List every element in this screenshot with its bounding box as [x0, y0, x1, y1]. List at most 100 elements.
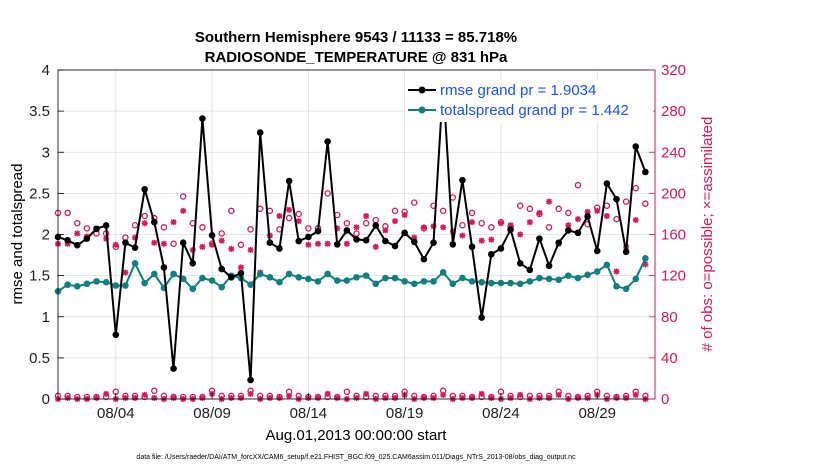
y-ticks-right: 0 40 80 120 160 200 240 280 320 — [649, 62, 686, 408]
obs-assimilated-lower-point — [93, 394, 100, 401]
totalspread-point — [401, 278, 408, 285]
totalspread-point — [131, 259, 139, 267]
obs-assimilated-lower-point — [170, 394, 177, 401]
rmse-point — [343, 227, 351, 234]
obs-assimilated-point — [64, 240, 71, 247]
obs-assimilated-lower-point — [363, 390, 370, 397]
rmse-point — [295, 237, 303, 245]
totalspread-point — [584, 271, 591, 279]
obs-assimilated-point — [382, 227, 389, 234]
obs-assimilated-point — [160, 240, 167, 247]
obs-assimilated-lower-point — [247, 390, 254, 397]
y-tick-label-right: 320 — [661, 62, 686, 79]
rmse-point — [545, 262, 553, 270]
obs-assimilated-lower-point — [103, 390, 110, 397]
totalspread-point — [420, 278, 428, 285]
rmse-point — [218, 265, 225, 273]
obs-possible-point — [439, 207, 447, 215]
obs-assimilated-point — [334, 225, 341, 232]
obs-assimilated-lower-point — [420, 394, 427, 401]
totalspread-point — [266, 273, 274, 281]
obs-assimilated-lower-point — [266, 394, 273, 401]
obs-possible-point — [468, 209, 476, 217]
rmse-point — [102, 222, 110, 229]
obs-assimilated-lower-point — [151, 394, 158, 401]
obs-assimilated-point — [459, 232, 466, 239]
rmse-point — [237, 269, 245, 277]
rmse-point — [276, 245, 283, 252]
x-tick-label: 08/24 — [482, 405, 520, 422]
rmse-point — [497, 245, 505, 252]
obs-assimilated-point — [497, 220, 504, 227]
y-axis-label-left: rmse and totalspread — [9, 164, 26, 305]
obs-assimilated-point — [603, 212, 610, 219]
y-tick-label-right: 0 — [661, 391, 669, 408]
obs-assimilated-point — [343, 240, 350, 247]
legend-box — [405, 80, 653, 122]
totalspread-point — [391, 274, 399, 282]
obs-possible-point — [459, 221, 466, 229]
obs-possible-point — [199, 224, 206, 231]
obs-assimilated-lower-point — [632, 391, 639, 398]
totalspread-point — [478, 278, 485, 286]
obs-assimilated-point — [199, 243, 206, 250]
totalspread-point — [208, 277, 216, 284]
rmse-point — [179, 239, 187, 247]
rmse-point — [593, 247, 601, 255]
rmse-point — [112, 331, 120, 339]
y-tick-label-left: 2 — [42, 227, 50, 244]
y-tick-label-left: 1.5 — [29, 268, 50, 285]
obs-assimilated-point — [237, 264, 244, 271]
rmse-point — [93, 225, 100, 233]
chart-title-line2: RADIOSONDE_TEMPERATURE @ 831 hPa — [205, 49, 508, 66]
obs-assimilated-lower-point — [64, 394, 71, 401]
obs-assimilated-point — [218, 237, 225, 244]
obs-assimilated-lower-point — [440, 391, 447, 398]
y-tick-label-left: 2.5 — [29, 185, 50, 202]
rmse-point — [353, 236, 360, 243]
obs-possible-point — [131, 221, 139, 229]
obs-possible-point — [555, 205, 562, 213]
obs-assimilated-lower-point — [353, 394, 360, 401]
rmse-point — [131, 244, 139, 251]
footer-data-file: data file: /Users/raeder/DAI/ATM_forcXX/… — [136, 454, 576, 461]
obs-assimilated-point — [276, 212, 283, 219]
totalspread-point — [102, 278, 110, 286]
rmse-point — [584, 213, 591, 220]
rmse-point — [160, 264, 168, 271]
obs-assimilated-lower-point — [574, 394, 581, 401]
rmse-point — [256, 129, 264, 136]
y-tick-label-left: 4 — [42, 62, 50, 79]
obs-assimilated-lower-point — [382, 394, 389, 401]
obs-possible-lower-point — [151, 387, 158, 395]
obs-assimilated-point — [122, 269, 129, 276]
x-tick-label: 08/09 — [193, 405, 231, 422]
obs-assimilated-lower-point — [613, 394, 620, 401]
rmse-point — [526, 266, 534, 274]
obs-assimilated-point — [594, 207, 601, 214]
rmse-point — [208, 232, 216, 239]
totalspread-point — [324, 270, 331, 278]
rmse-point — [122, 239, 129, 247]
obs-possible-point — [247, 226, 254, 233]
series-layer — [54, 79, 649, 402]
totalspread-point — [536, 274, 543, 282]
obs-possible-point — [516, 202, 524, 209]
x-tick-label: 08/14 — [290, 405, 328, 422]
totalspread-point — [449, 280, 457, 288]
totalspread-point — [73, 283, 81, 290]
obs-assimilated-point — [565, 222, 572, 229]
totalspread-point — [622, 285, 630, 293]
totalspread-point — [593, 268, 601, 275]
obs-possible-point — [170, 240, 177, 248]
rmse-point — [266, 239, 274, 247]
obs-possible-point — [565, 209, 572, 217]
rmse-point — [613, 195, 620, 203]
obs-possible-point — [545, 224, 553, 231]
totalspread-point — [555, 276, 563, 284]
obs-assimilated-lower-point — [122, 394, 129, 401]
y-tick-label-left: 1 — [42, 309, 50, 326]
rmse-point — [362, 236, 370, 244]
totalspread-point — [353, 273, 360, 281]
obs-assimilated-point — [286, 206, 293, 213]
